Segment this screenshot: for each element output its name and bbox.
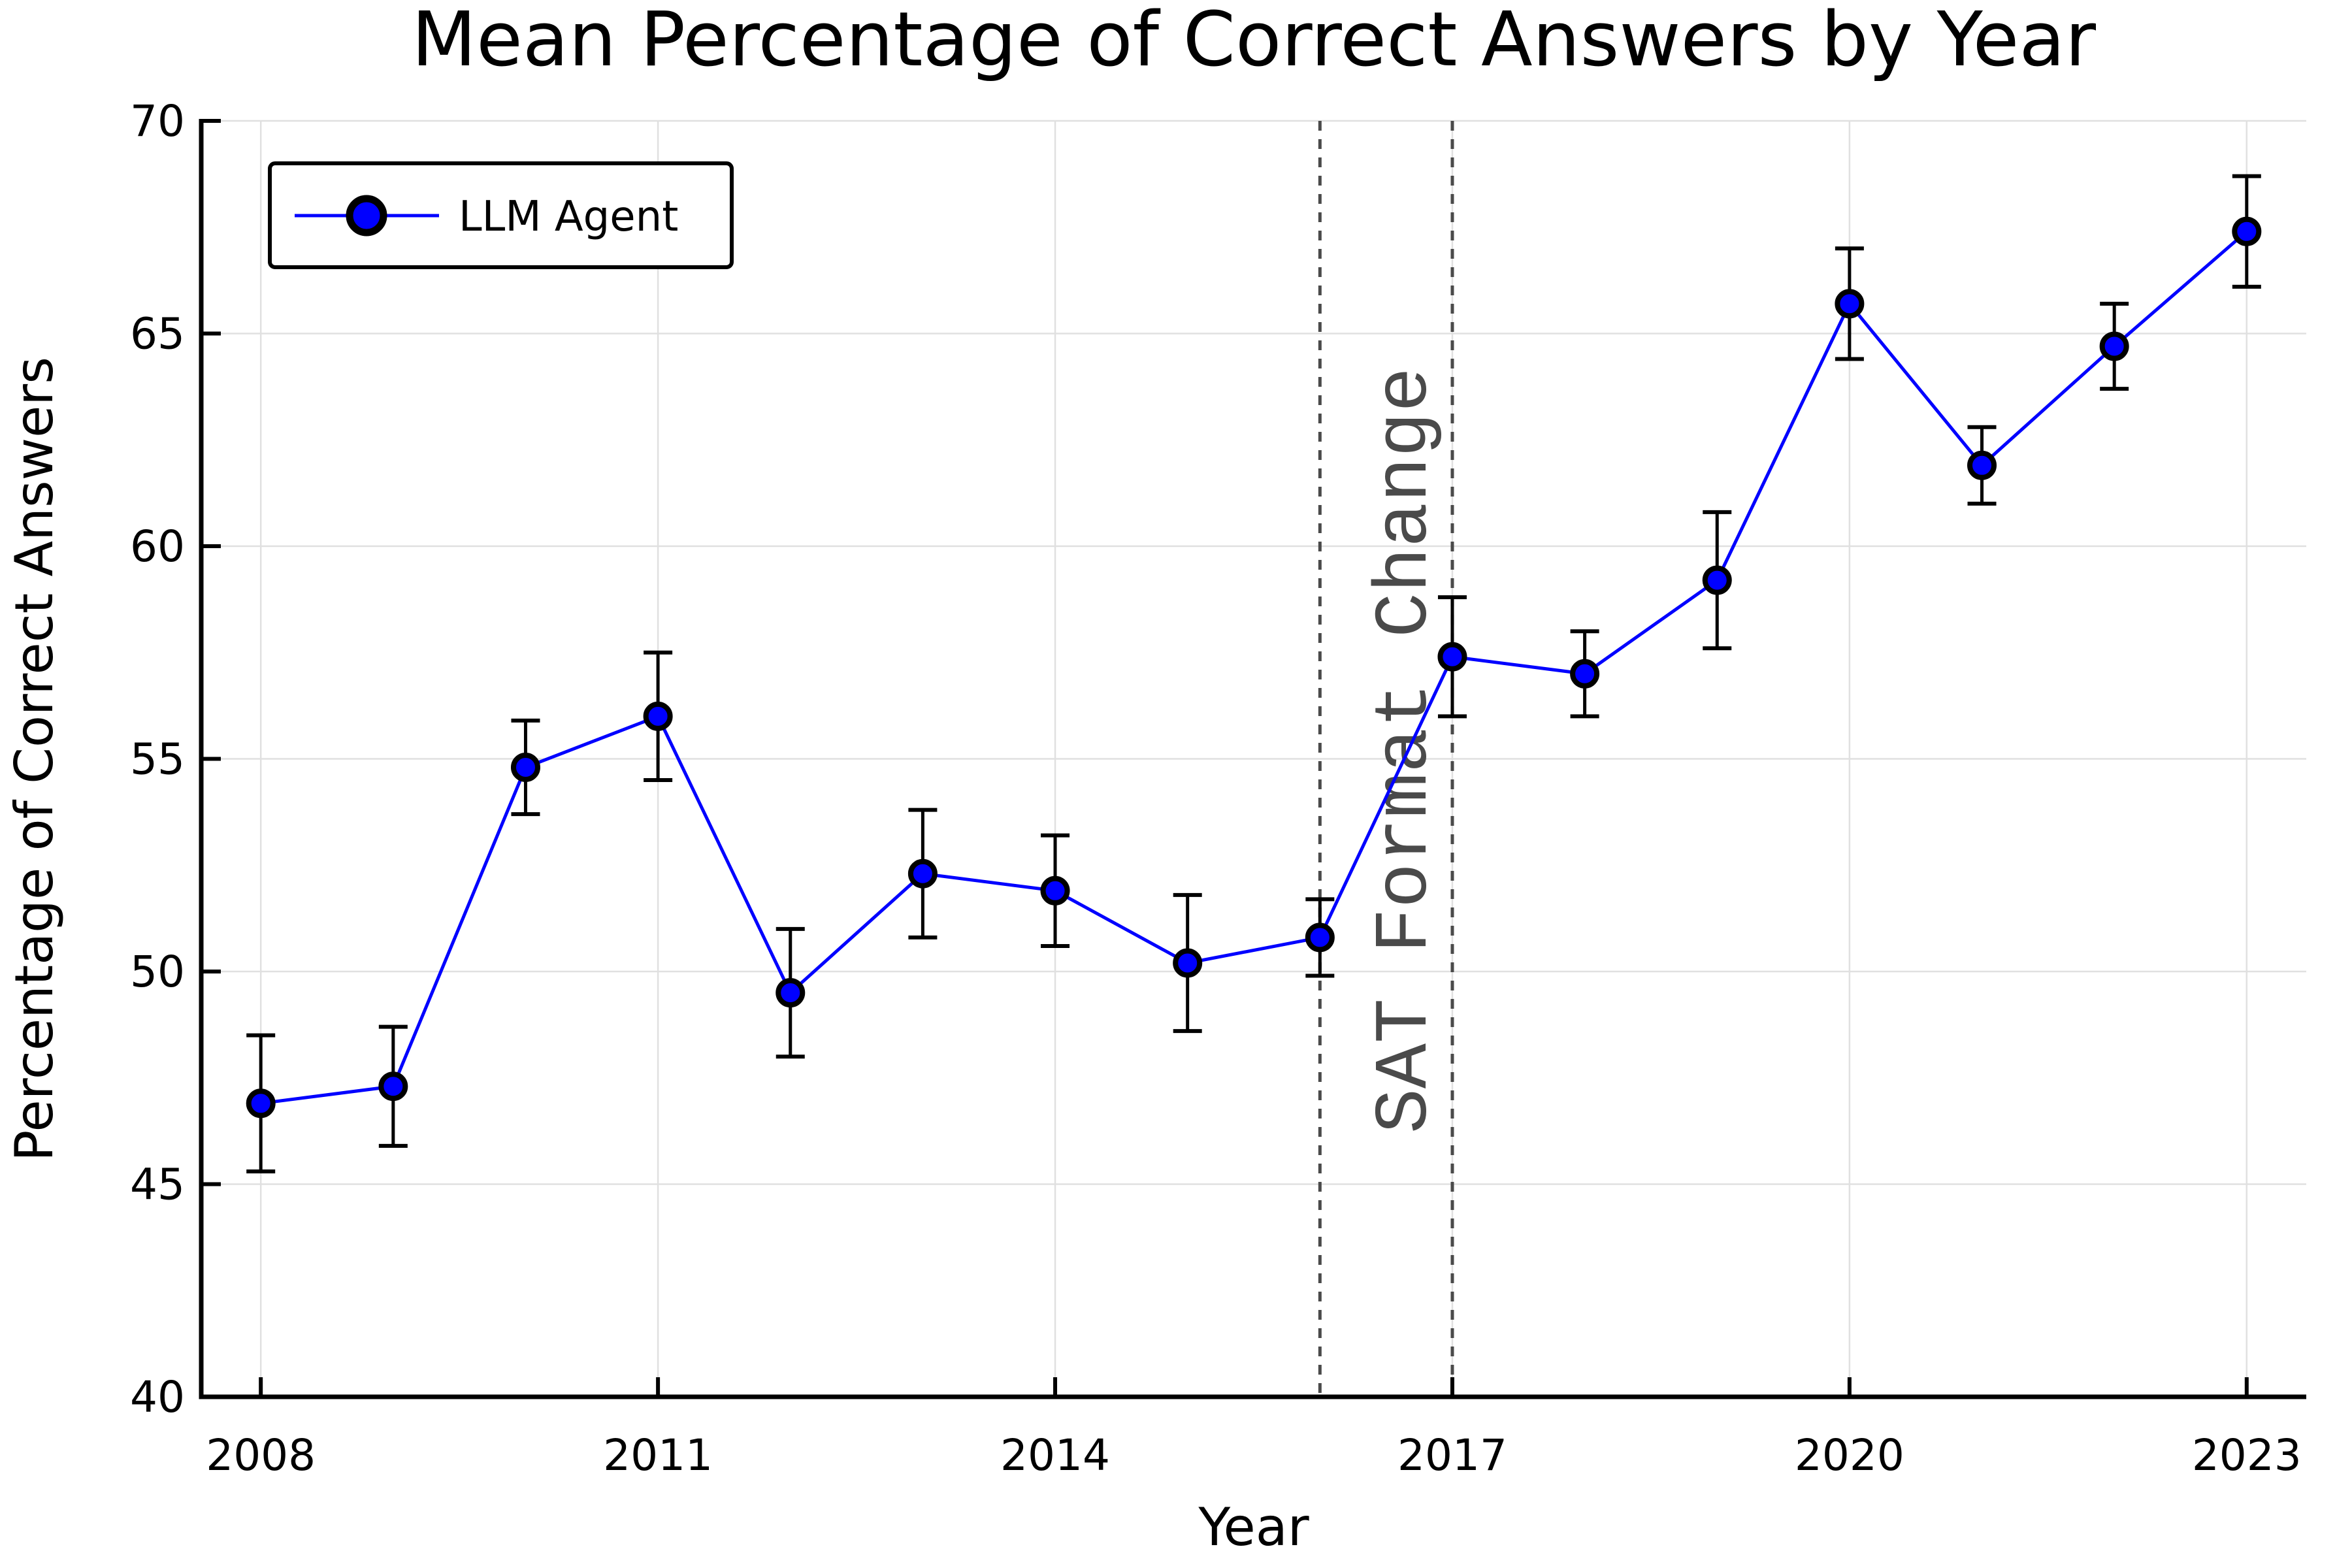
data-point-marker <box>1702 565 1732 595</box>
y-tick-label: 65 <box>130 309 185 359</box>
data-point-marker <box>643 701 673 731</box>
x-tick-label: 2008 <box>206 1430 316 1480</box>
x-tick-label: 2017 <box>1397 1430 1507 1480</box>
y-tick-label: 60 <box>130 521 185 572</box>
data-point-marker <box>378 1071 408 1102</box>
x-tick-label: 2020 <box>1795 1430 1904 1480</box>
x-tick-label: 2014 <box>1000 1430 1110 1480</box>
data-point-marker <box>2099 331 2129 361</box>
data-point-marker <box>510 753 540 783</box>
series-layer <box>246 174 2262 1173</box>
tick-layer: 2008 2011 2014 2017 2020 2023 40 45 50 55 60 65 70 <box>130 96 2302 1480</box>
data-point-marker <box>1570 659 1600 689</box>
legend-box <box>268 161 734 269</box>
data-point-marker <box>1305 923 1335 953</box>
y-tick-label: 40 <box>130 1372 185 1422</box>
annotation-layer: SAT Format Change <box>1363 367 1448 1134</box>
legend-marker-icon <box>346 195 387 237</box>
y-tick-label: 70 <box>130 96 185 146</box>
x-axis-label: Year <box>1198 1497 1309 1558</box>
vline-layer <box>1318 121 1454 1397</box>
data-point-marker <box>1967 450 1997 480</box>
y-axis-label: Percentage of Correct Answers <box>4 357 65 1162</box>
x-tick-label: 2011 <box>603 1430 713 1480</box>
x-tick-label: 2023 <box>2192 1430 2302 1480</box>
y-tick-label: 55 <box>130 734 185 785</box>
annotation-text: SAT Format Change <box>1363 367 1448 1134</box>
data-point-marker <box>246 1088 276 1119</box>
data-point-marker <box>907 858 938 889</box>
legend-label: LLM Agent <box>459 193 678 241</box>
data-point-marker <box>776 978 806 1008</box>
chart-title: Mean Percentage of Correct Answers by Ye… <box>412 0 2097 84</box>
data-point-marker <box>1173 948 1203 978</box>
y-tick-label: 45 <box>130 1160 185 1210</box>
series-line <box>260 230 2248 1105</box>
data-point-marker <box>1040 875 1070 906</box>
y-tick-label: 50 <box>130 947 185 997</box>
data-point-marker <box>1835 289 1865 319</box>
legend: LLM Agent <box>268 161 734 269</box>
data-point-marker <box>1437 642 1467 672</box>
data-point-marker <box>2232 216 2262 246</box>
